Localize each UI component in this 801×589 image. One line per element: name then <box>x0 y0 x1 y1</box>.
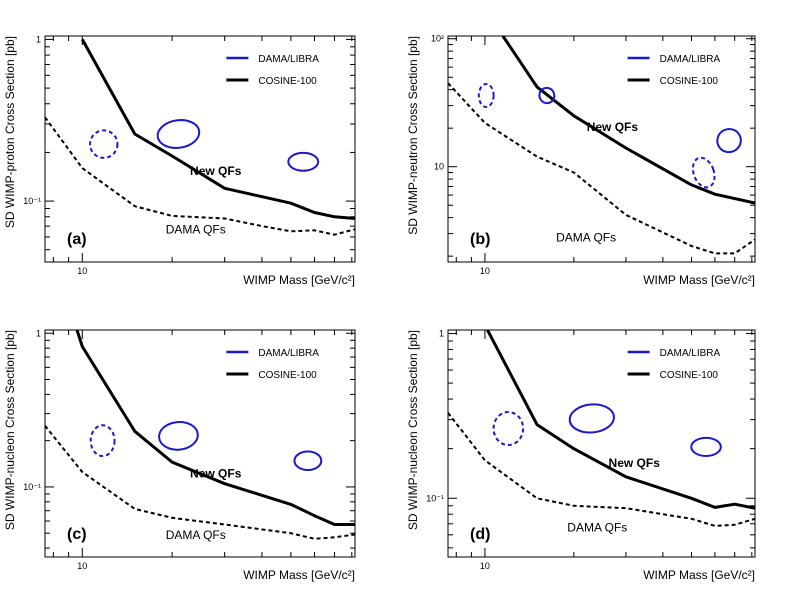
data-area <box>45 330 355 540</box>
dama-qfs-label: DAMA QFs <box>166 528 226 542</box>
dama-qf-curve <box>45 116 355 236</box>
dama-qfs-label: DAMA QFs <box>567 520 627 534</box>
y-tick-label: 10² <box>431 34 444 44</box>
plot-frame <box>447 35 756 263</box>
new-qf-curve <box>80 38 355 220</box>
y-tick-label: 10 <box>434 162 444 172</box>
y-tick-label: 10⁻¹ <box>23 196 41 206</box>
x-axis-title: WIMP Mass [GeV/c²] <box>643 273 755 287</box>
legend-label-dama-libra: DAMA/LIBRA <box>258 348 319 359</box>
x-axis-title: WIMP Mass [GeV/c²] <box>243 568 355 582</box>
y-tick-label: 10⁻¹ <box>23 482 41 492</box>
dama-qfs-label: DAMA QFs <box>556 231 616 245</box>
legend-label-cosine: COSINE-100 <box>258 370 317 381</box>
dama-libra-region-dashed <box>477 82 495 109</box>
new-qfs-label: New QFs <box>587 120 639 134</box>
dama-libra-region <box>287 151 320 172</box>
dama-libra-region-dashed <box>89 424 116 458</box>
chart-panel-3: 10 10⁻¹ 1 WIMP Mass [GeV/c²] SD WIMP-nucleon… <box>3 328 356 582</box>
chart-panel-2: 10 10 10² WIMP Mass [GeV/c²] SD WIMP-neutron… <box>406 34 756 287</box>
legend: DAMA/LIBRA COSINE-100 <box>226 348 319 381</box>
x-tick-label: 10 <box>77 266 87 276</box>
new-qf-curve <box>75 330 355 526</box>
dama-libra-region-dashed <box>492 411 525 446</box>
y-tick-label: 1 <box>439 328 444 338</box>
legend-label-cosine: COSINE-100 <box>660 76 719 87</box>
dama-libra-region <box>293 450 323 471</box>
legend-label-cosine: COSINE-100 <box>660 370 719 381</box>
dama-libra-region <box>690 436 722 457</box>
legend-label-cosine: COSINE-100 <box>258 76 317 87</box>
dama-qf-curve <box>45 425 355 540</box>
legend-label-dama-libra: DAMA/LIBRA <box>660 348 721 359</box>
chart-panel-1: 10 10⁻¹ 1 WIMP Mass [GeV/c²] SD WIMP-proton … <box>3 34 356 287</box>
new-qf-curve <box>501 36 755 205</box>
dama-libra-region-dashed <box>89 129 119 159</box>
x-axis-title: WIMP Mass [GeV/c²] <box>643 568 755 582</box>
y-tick-label: 10⁻¹ <box>426 493 444 503</box>
legend-label-dama-libra: DAMA/LIBRA <box>660 54 721 65</box>
new-qfs-label: New QFs <box>190 164 242 178</box>
data-area <box>45 38 355 236</box>
legend: DAMA/LIBRA COSINE-100 <box>226 54 319 87</box>
legend: DAMA/LIBRA COSINE-100 <box>627 54 721 87</box>
dama-qf-curve <box>448 82 755 255</box>
dama-qfs-label: DAMA QFs <box>166 223 226 237</box>
y-axis-title: SD WIMP-neutron Cross Section [pb] <box>406 36 420 235</box>
y-axis-title: SD WIMP-nucleon Cross Section [pb] <box>406 330 420 530</box>
data-area <box>448 36 755 255</box>
y-tick-label: 1 <box>36 328 41 338</box>
x-axis-title: WIMP Mass [GeV/c²] <box>243 273 355 287</box>
x-tick-label: 10 <box>480 561 490 571</box>
x-tick-label: 10 <box>480 266 490 276</box>
new-qfs-label: New QFs <box>609 456 661 470</box>
y-axis-title: SD WIMP-proton Cross Section [pb] <box>3 36 17 228</box>
panel-label: (d) <box>470 526 490 543</box>
dama-libra-region <box>568 403 615 434</box>
dama-libra-region <box>158 420 199 451</box>
data-area <box>448 330 755 527</box>
plot-frame <box>447 329 756 558</box>
y-axis-title: SD WIMP-nucleon Cross Section [pb] <box>3 330 17 530</box>
new-qfs-label: New QFs <box>190 467 242 481</box>
legend-label-dama-libra: DAMA/LIBRA <box>258 54 319 65</box>
y-tick-label: 1 <box>36 34 41 44</box>
panel-label: (c) <box>67 526 87 543</box>
chart-panel-4: 10 10⁻¹ 1 WIMP Mass [GeV/c²] SD WIMP-nucleon… <box>406 328 756 582</box>
panel-label: (a) <box>67 231 87 248</box>
panel-label: (b) <box>470 231 490 248</box>
new-qf-curve <box>486 330 755 510</box>
plot-frame <box>44 329 356 558</box>
x-tick-label: 10 <box>77 561 87 571</box>
dama-libra-region-dashed <box>691 156 716 189</box>
plot-frame <box>44 35 356 263</box>
dama-libra-region <box>538 86 556 105</box>
dama-libra-region <box>156 119 201 149</box>
dama-libra-region <box>716 127 742 154</box>
legend: DAMA/LIBRA COSINE-100 <box>627 348 721 381</box>
dama-qf-curve <box>448 412 755 527</box>
